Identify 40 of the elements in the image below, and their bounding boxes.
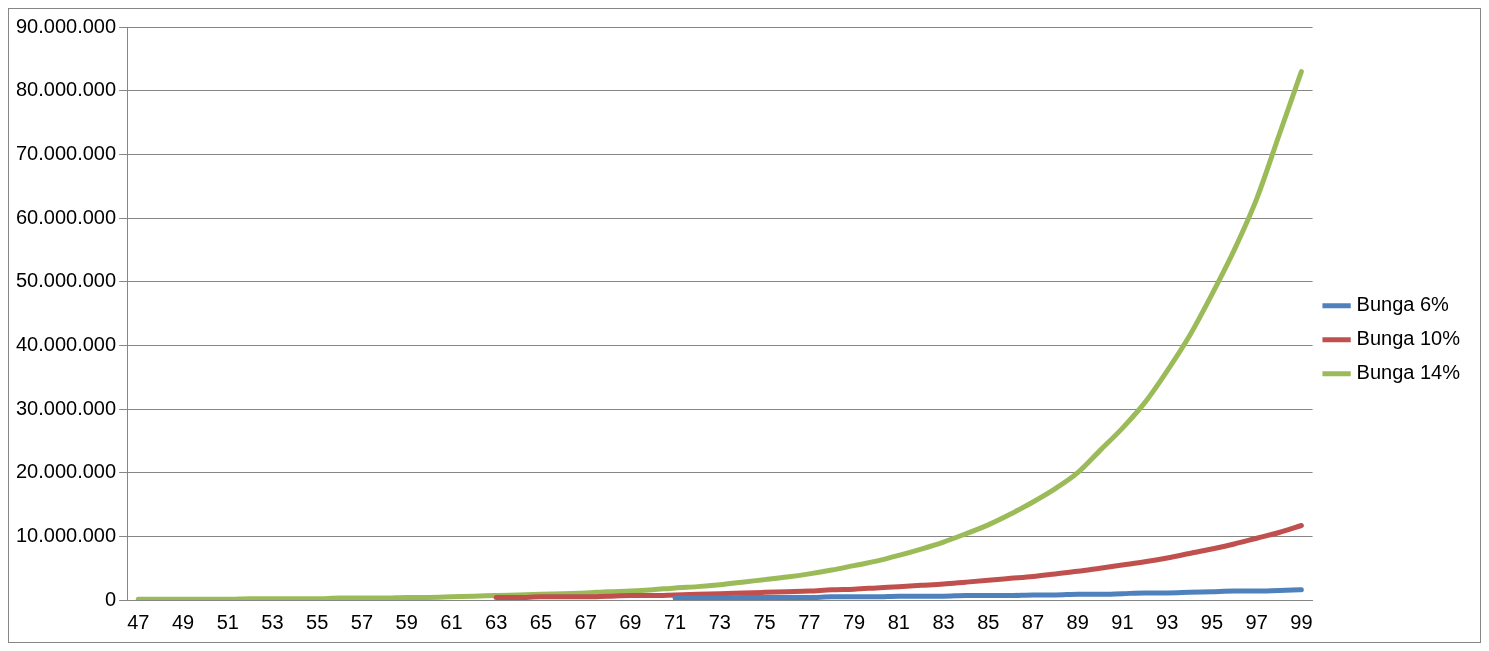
x-tick-label: 91: [1111, 610, 1134, 633]
x-tick-label: 83: [932, 610, 955, 633]
x-tick-label: 65: [529, 610, 553, 633]
y-tick-label: 10.000.000: [15, 523, 117, 546]
y-tick-label: 70.000.000: [15, 141, 117, 164]
x-tick-label: 81: [887, 610, 910, 633]
x-tick-label: 69: [619, 610, 642, 633]
x-tick-label: 55: [306, 610, 329, 633]
x-tick-label: 51: [216, 610, 239, 633]
x-tick-label: 85: [977, 610, 1000, 633]
x-tick-label: 71: [663, 610, 687, 633]
x-tick-label: 93: [1156, 610, 1179, 633]
x-tick-label: 59: [395, 610, 418, 633]
legend-label: Bunga 6%: [1356, 293, 1450, 316]
x-tick-label: 77: [798, 610, 821, 633]
legend-label: Bunga 10%: [1356, 327, 1461, 350]
x-tick-label: 49: [171, 610, 195, 633]
y-tick-label: 30.000.000: [15, 396, 117, 419]
legend-label: Bunga 14%: [1356, 361, 1461, 384]
x-tick-label: 97: [1245, 610, 1268, 633]
x-tick-label: 53: [261, 610, 284, 633]
y-tick-label: 40.000.000: [15, 332, 117, 355]
x-tick-label: 67: [574, 610, 597, 633]
x-tick-label: 61: [440, 610, 463, 633]
x-tick-label: 99: [1290, 610, 1313, 633]
y-tick-label: 0: [104, 587, 117, 610]
y-tick-label: 90.000.000: [15, 14, 117, 37]
y-tick-label: 20.000.000: [15, 460, 117, 483]
x-tick-label: 75: [753, 610, 776, 633]
y-tick-label: 80.000.000: [15, 78, 117, 101]
x-tick-label: 73: [708, 610, 731, 633]
y-tick-label: 60.000.000: [15, 205, 117, 228]
x-tick-label: 47: [127, 610, 150, 633]
x-tick-label: 89: [1066, 610, 1089, 633]
x-tick-label: 63: [485, 610, 508, 633]
x-tick-label: 95: [1200, 610, 1224, 633]
x-tick-label: 57: [350, 610, 374, 633]
x-tick-label: 87: [1021, 610, 1045, 633]
y-tick-label: 50.000.000: [15, 269, 117, 292]
x-tick-label: 79: [842, 610, 866, 633]
